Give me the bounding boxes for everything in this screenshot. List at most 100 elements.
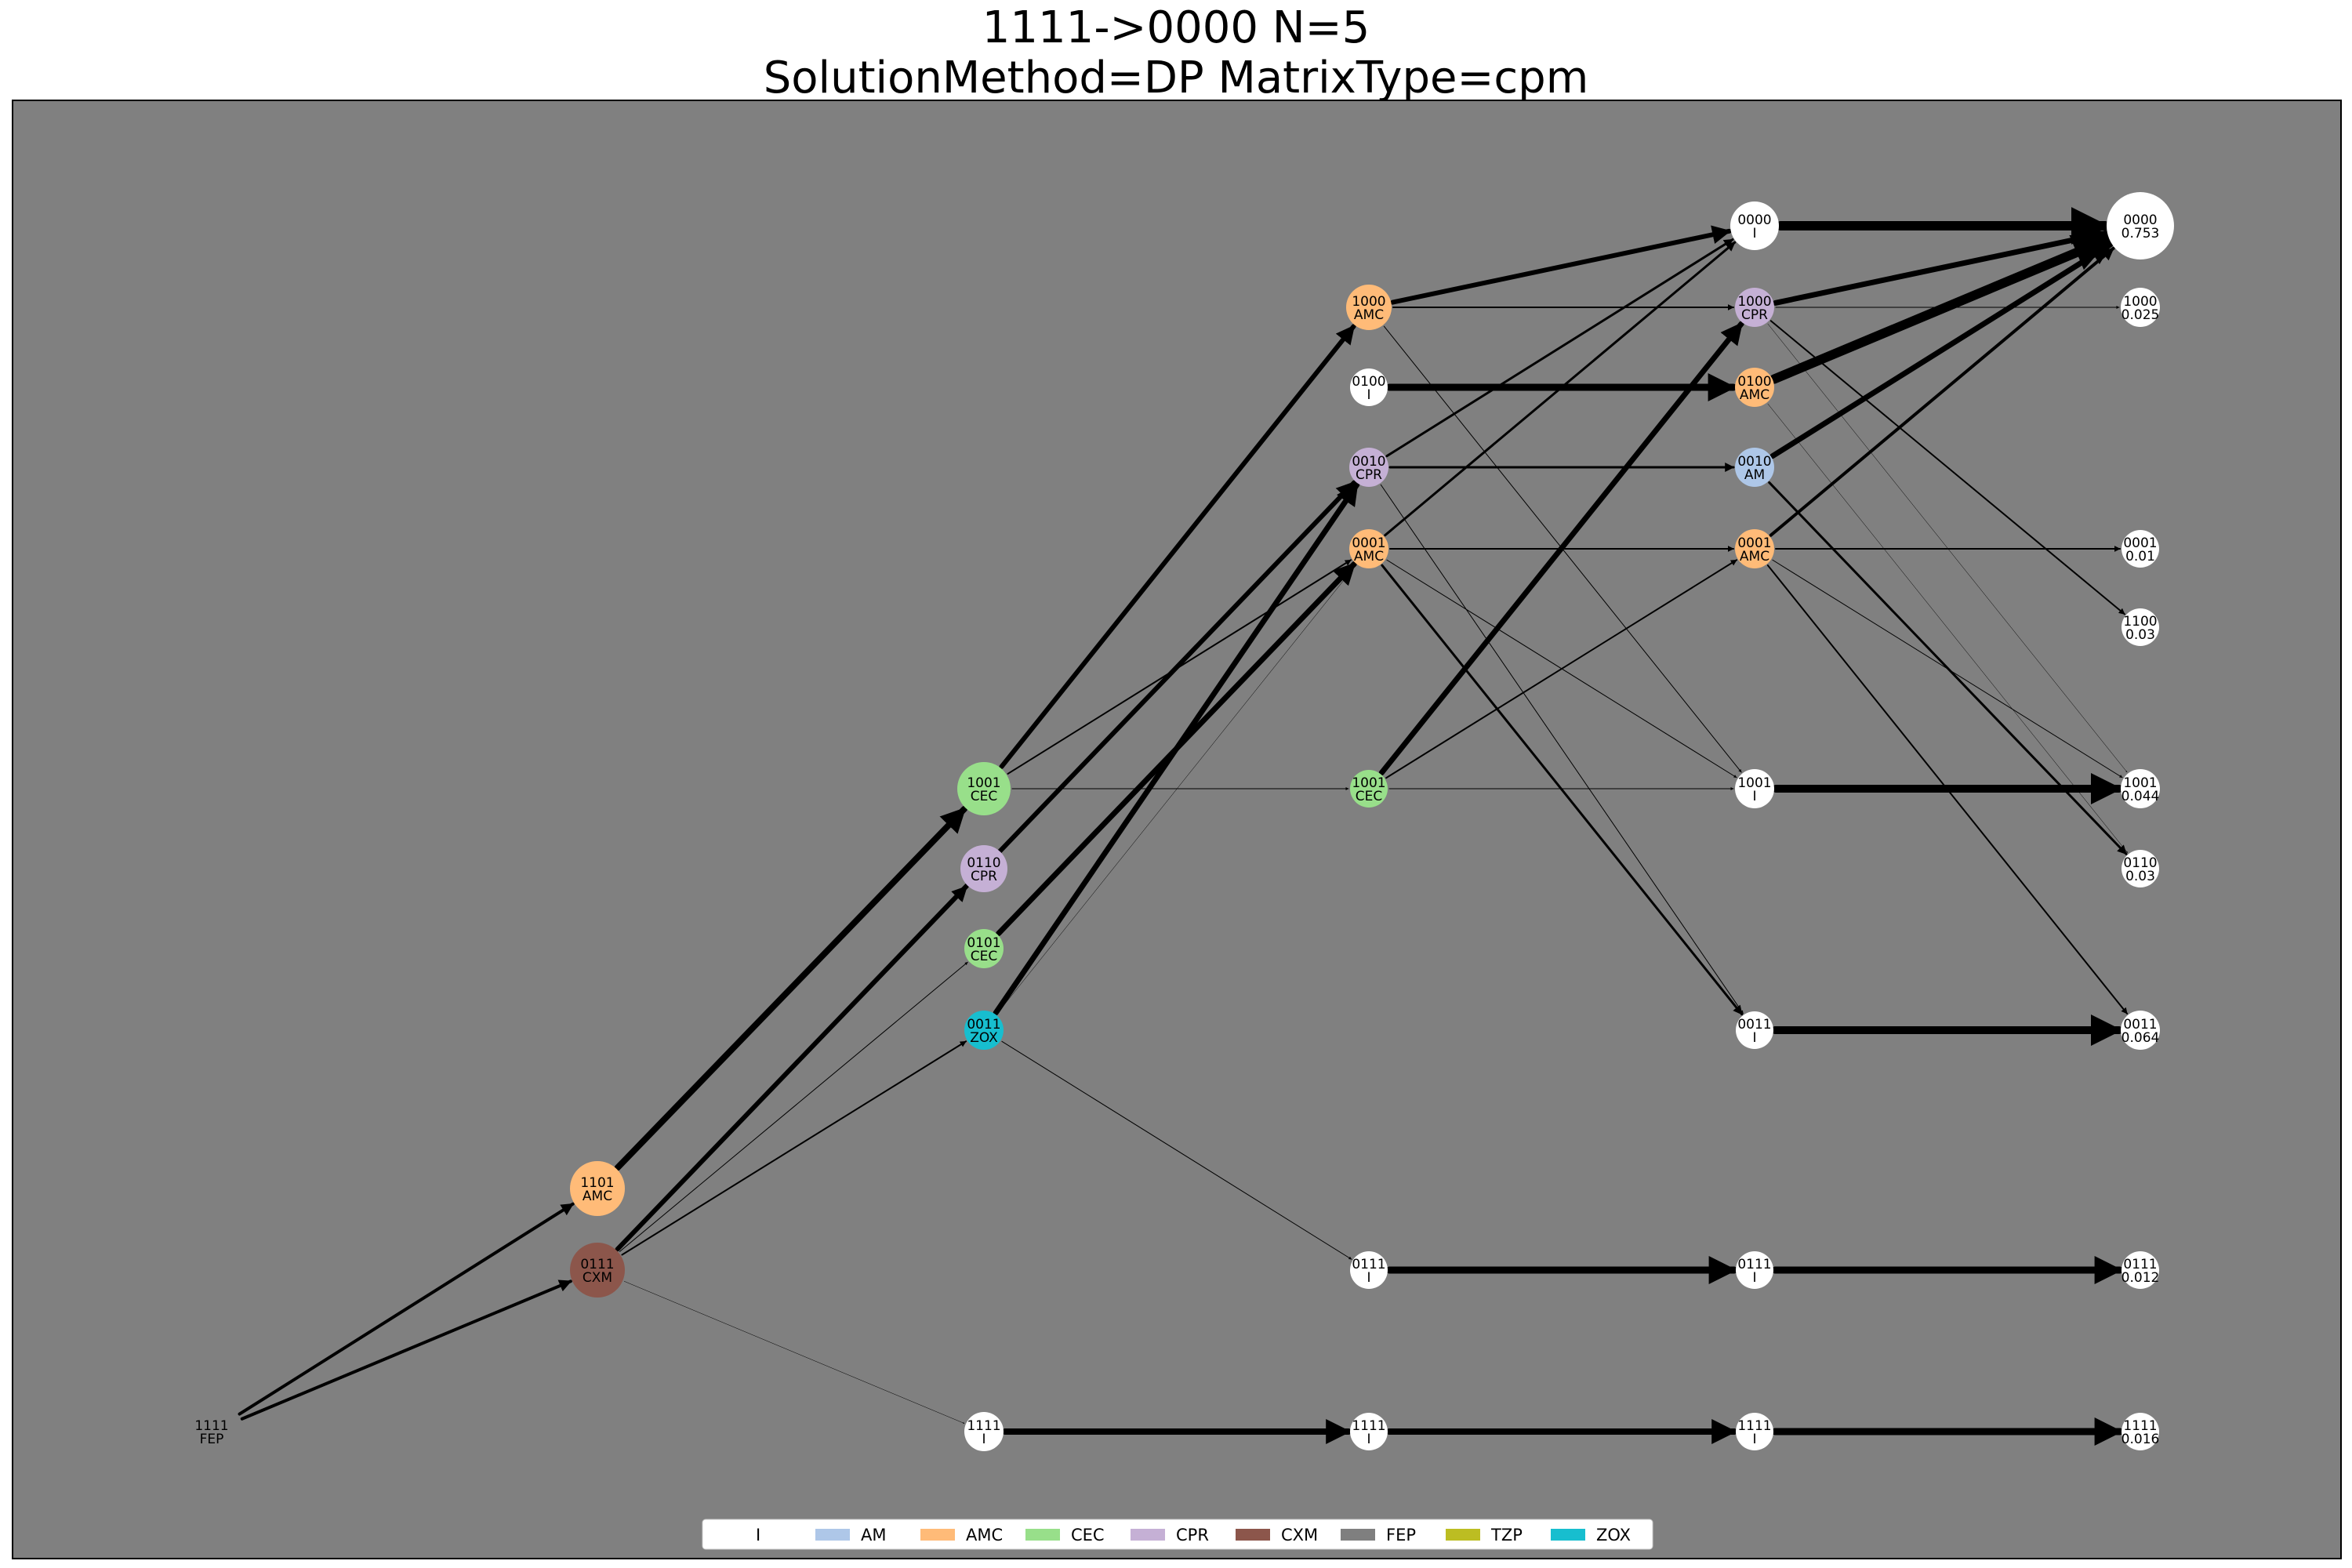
title-line-1: 1111->0000 N=5 <box>982 2 1370 53</box>
node-state-label: 1111 <box>194 1418 228 1434</box>
edge-s3_0010-to-s4_0000 <box>1385 238 1734 458</box>
node-state-label: 0011 <box>1737 1017 1771 1033</box>
node-action-label: AMC <box>1354 549 1384 564</box>
node-circle <box>2121 769 2160 808</box>
edge-s1_1101-to-s2_1001 <box>614 805 967 1171</box>
legend-swatch <box>1341 1529 1375 1541</box>
edge-s4_0010-to-s5_0000 <box>1769 241 2114 459</box>
node-circle <box>570 1243 625 1298</box>
node-circle <box>1346 285 1392 330</box>
node-state-label: 1111 <box>1737 1418 1771 1434</box>
edge-s1_0111-to-s2_1111 <box>623 1281 965 1424</box>
node-state-label: 0100 <box>1737 374 1771 390</box>
edge-s3_0001-to-s4_0000 <box>1384 241 1737 537</box>
edge-s2_0011-to-s3_0001 <box>996 564 1356 1014</box>
nodes: 1111FEP1101AMC0111CXM1001CEC0110CPR0101C… <box>194 192 2174 1451</box>
node-circle <box>964 929 1004 968</box>
legend-swatch <box>920 1529 955 1541</box>
node-state-label: 0001 <box>1352 535 1385 551</box>
node-state-label: 0111 <box>1737 1257 1771 1272</box>
node-state-label: 0110 <box>967 855 1000 871</box>
node-action-label: 0.03 <box>2125 869 2155 884</box>
node-circle <box>2122 1413 2159 1450</box>
node-circle <box>2121 288 2160 327</box>
node-state-label: 0110 <box>2123 855 2157 871</box>
node-action-label: 0.016 <box>2122 1432 2160 1447</box>
node-action-label: CEC <box>1356 789 1382 804</box>
node-action-label: 0.012 <box>2122 1270 2160 1286</box>
legend-frame <box>702 1519 1653 1550</box>
node-action-label: I <box>1367 1432 1370 1447</box>
node-action-label: AM <box>1744 467 1765 483</box>
node-circle <box>960 845 1007 892</box>
legend-item-zox: ZOX <box>1551 1526 1631 1544</box>
legend-item-cec: CEC <box>1025 1526 1105 1544</box>
node-state-label: 0001 <box>1737 535 1771 551</box>
node-circle <box>2121 1011 2160 1050</box>
node-action-label: I <box>1752 1030 1756 1046</box>
node-action-label: I <box>1752 1270 1756 1286</box>
node-state-label: 0010 <box>1737 454 1771 470</box>
legend-item-am: AM <box>815 1526 886 1544</box>
node-circle <box>1736 1011 1773 1049</box>
chart-title: 1111->0000 N=5 SolutionMethod=DP MatrixT… <box>0 3 2352 103</box>
legend-label: CPR <box>1176 1526 1209 1544</box>
edge-s2_0011-to-s3_0010 <box>993 481 1360 1016</box>
node-action-label: 0.064 <box>2122 1030 2160 1046</box>
edge-s4_0100-to-s5_0110 <box>1767 403 2128 853</box>
node-action-label: 0.044 <box>2122 789 2160 804</box>
node-circle <box>1736 1251 1773 1289</box>
edge-s0_1111-to-s1_0111 <box>240 1279 572 1421</box>
node-state-label: 0111 <box>1352 1257 1385 1272</box>
node-circle <box>2122 1251 2159 1289</box>
node-state-label: 0100 <box>1352 374 1385 390</box>
node-state-label: 1100 <box>2123 614 2157 630</box>
node-circle <box>1350 1413 1388 1450</box>
node-circle <box>570 1161 625 1216</box>
node-action-label: I <box>1752 1432 1756 1447</box>
node-action-label: AMC <box>1740 387 1769 403</box>
legend-swatch <box>1551 1529 1585 1541</box>
node-action-label: I <box>1752 789 1756 804</box>
node-circle <box>2122 530 2159 568</box>
node-state-label: 1111 <box>2123 1418 2157 1434</box>
node-circle <box>1350 1251 1388 1289</box>
node-action-label: CXM <box>583 1270 612 1286</box>
node-circle <box>1735 769 1774 808</box>
node-state-label: 1001 <box>1737 775 1771 791</box>
node-state-label: 0011 <box>2123 1017 2157 1033</box>
edge-s3_1001-to-s4_1000 <box>1378 321 1744 776</box>
legend-label: CXM <box>1281 1526 1318 1544</box>
node-state-label: 1001 <box>2123 775 2157 791</box>
edge-s4_0001-to-s5_1001 <box>1772 559 2123 779</box>
node-action-label: CPR <box>1741 307 1768 323</box>
node-state-label: 0111 <box>580 1257 614 1272</box>
node-state-label: 1001 <box>967 775 1000 791</box>
node-action-label: 0.025 <box>2122 307 2160 323</box>
legend-swatch <box>1446 1529 1480 1541</box>
node-circle <box>1730 201 1779 250</box>
legend-label: CEC <box>1071 1526 1105 1544</box>
legend-item-cxm: CXM <box>1236 1526 1318 1544</box>
node-circle <box>2107 192 2174 260</box>
node-action-label: I <box>1367 387 1370 403</box>
node-circle <box>1350 368 1388 406</box>
